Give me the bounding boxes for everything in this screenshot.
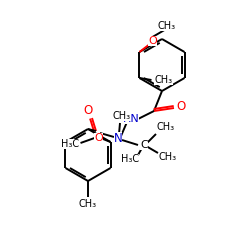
Text: O: O bbox=[148, 36, 157, 46]
Text: CH₃: CH₃ bbox=[154, 75, 172, 85]
Text: CH₃: CH₃ bbox=[79, 199, 97, 209]
Text: CH₃: CH₃ bbox=[159, 152, 177, 162]
Text: HN: HN bbox=[122, 114, 140, 124]
Text: O: O bbox=[84, 104, 92, 117]
Text: H₃C: H₃C bbox=[121, 154, 139, 164]
Text: N: N bbox=[114, 132, 122, 144]
Text: CH₃: CH₃ bbox=[158, 21, 176, 31]
Text: O: O bbox=[94, 133, 103, 143]
Text: C: C bbox=[140, 140, 148, 150]
Text: H₃C: H₃C bbox=[62, 139, 80, 149]
Text: CH₃: CH₃ bbox=[113, 111, 131, 121]
Text: O: O bbox=[176, 100, 186, 114]
Text: CH₃: CH₃ bbox=[157, 122, 175, 132]
